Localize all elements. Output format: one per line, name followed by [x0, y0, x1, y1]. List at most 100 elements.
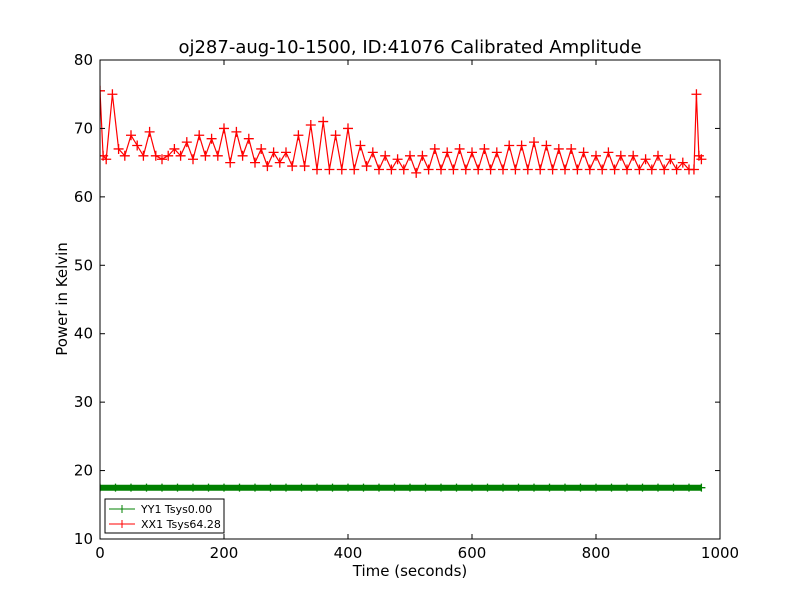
data-point — [175, 150, 186, 161]
data-point — [560, 164, 570, 175]
data-point — [282, 483, 290, 492]
data-point — [126, 130, 136, 141]
data-point — [634, 164, 645, 175]
chart-title: oj287-aug-10-1500, ID:41076 Calibrated A… — [178, 37, 641, 58]
data-point — [212, 150, 223, 161]
legend-label: YY1 Tsys0.00 — [140, 503, 212, 516]
data-point — [697, 483, 706, 492]
data-point — [628, 150, 639, 161]
data-point — [127, 483, 135, 492]
x-axis-label: Time (seconds) — [352, 562, 468, 580]
data-point — [640, 154, 651, 165]
legend-marker — [118, 505, 126, 513]
series-1 — [100, 85, 707, 178]
data-point — [460, 164, 471, 175]
data-point — [287, 161, 298, 172]
data-point — [578, 147, 589, 158]
data-point — [448, 164, 459, 175]
data-point — [423, 164, 434, 175]
data-point — [429, 143, 440, 154]
y-tick-label: 80 — [74, 51, 93, 69]
data-point — [638, 483, 647, 492]
data-point — [499, 483, 507, 492]
x-axis: 0 200 400 600 800 1000 — [95, 60, 739, 562]
data-point — [603, 147, 614, 158]
data-point — [572, 164, 583, 175]
data-point — [386, 164, 397, 175]
data-point — [268, 147, 279, 158]
data-point — [535, 164, 546, 175]
series-layer — [100, 85, 707, 492]
data-point — [262, 161, 273, 172]
x-tick-label: 200 — [210, 544, 239, 562]
x-tick-label: 400 — [334, 544, 363, 562]
data-point — [685, 483, 693, 492]
data-point — [421, 483, 430, 492]
data-point — [204, 483, 213, 492]
data-point — [530, 483, 538, 492]
data-point — [367, 147, 378, 158]
data-point — [343, 123, 353, 134]
data-point — [163, 150, 174, 161]
data-point — [669, 483, 678, 492]
data-point — [100, 483, 104, 492]
data-point — [592, 483, 600, 492]
data-point — [336, 164, 347, 175]
data-point — [665, 154, 676, 165]
legend-box — [104, 498, 225, 534]
x-tick-label: 1000 — [701, 544, 739, 562]
data-point — [591, 150, 601, 161]
data-point — [375, 483, 383, 492]
data-point — [498, 164, 508, 175]
data-point — [157, 154, 167, 165]
data-point — [349, 164, 360, 175]
x-tick-label: 0 — [95, 544, 105, 562]
data-point — [529, 137, 539, 148]
data-point — [243, 133, 254, 144]
plot-area — [99, 59, 721, 540]
data-point — [235, 483, 244, 492]
data-point — [485, 164, 496, 175]
y-tick-label: 60 — [74, 188, 93, 206]
data-point — [250, 157, 260, 168]
y-tick-label: 70 — [74, 119, 93, 137]
data-point — [688, 164, 699, 175]
data-point — [653, 150, 663, 161]
data-point — [107, 89, 118, 100]
data-point — [468, 483, 476, 492]
data-point — [553, 143, 564, 154]
data-point — [181, 137, 192, 148]
data-point — [266, 483, 275, 492]
data-point — [623, 483, 631, 492]
data-point — [231, 126, 242, 137]
data-point — [380, 150, 391, 161]
data-point — [584, 164, 595, 175]
data-point — [411, 167, 422, 178]
data-point — [305, 120, 316, 131]
data-point — [541, 140, 552, 151]
data-point — [200, 150, 211, 161]
data-point — [158, 483, 166, 492]
data-point — [691, 89, 702, 100]
data-point — [138, 150, 149, 161]
data-point — [281, 147, 291, 158]
data-point — [491, 147, 502, 158]
data-point — [671, 164, 682, 175]
data-point — [274, 157, 285, 168]
data-point — [150, 150, 161, 161]
x-tick-label: 800 — [582, 544, 611, 562]
data-point — [436, 164, 446, 175]
data-point — [607, 483, 616, 492]
data-point — [313, 483, 321, 492]
data-point — [437, 483, 445, 492]
data-point — [142, 483, 151, 492]
y-tick-label: 10 — [74, 530, 93, 548]
y-tick-label: 30 — [74, 393, 93, 411]
data-point — [144, 126, 155, 137]
data-point — [659, 164, 670, 175]
y-axis: 10 20 30 40 50 60 70 80 — [74, 51, 720, 548]
data-point — [324, 164, 335, 175]
data-point — [189, 483, 197, 492]
data-point — [219, 123, 229, 134]
data-point — [100, 85, 105, 96]
